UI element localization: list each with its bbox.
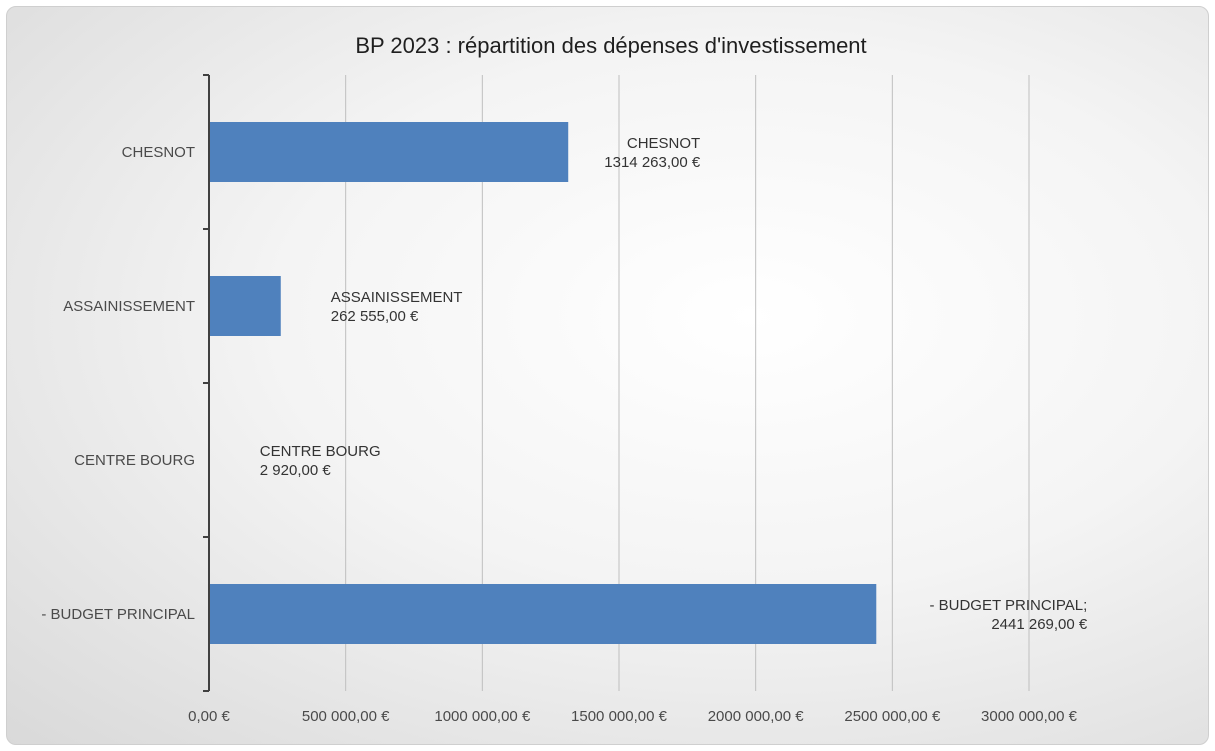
data-label-line: 1314 263,00 € [604,154,701,171]
x-tick-label: 0,00 € [188,708,230,725]
data-label: - BUDGET PRINCIPAL; 2441 269,00 € [929,597,1087,633]
bar-chart: BP 2023 : répartition des dépenses d'inv… [41,33,1088,725]
category-label: - BUDGET PRINCIPAL [41,606,195,623]
data-label-line: 262 555,00 € [331,308,419,325]
data-label: CHESNOT 1314 263,00 € [604,135,701,171]
category-label: ASSAINISSEMENT [63,298,195,315]
data-label-line: CENTRE BOURG [260,443,381,460]
bars [209,122,877,644]
bar [209,584,877,644]
bar [209,122,569,182]
data-label-line: - BUDGET PRINCIPAL; [929,597,1087,614]
data-label: CENTRE BOURG 2 920,00 € [260,443,381,479]
data-label-line: 2 920,00 € [260,462,332,479]
bar [209,276,281,336]
x-tick-label: 1000 000,00 € [434,708,531,725]
x-tick-label: 500 000,00 € [302,708,390,725]
x-tick-label: 2000 000,00 € [708,708,805,725]
data-label-line: CHESNOT [627,135,700,152]
chart-container: BP 2023 : répartition des dépenses d'inv… [6,6,1209,745]
x-tick-label: 3000 000,00 € [981,708,1078,725]
x-tick-labels: 0,00 € 500 000,00 € 1000 000,00 € 1500 000,… [188,708,1077,725]
y-axis [203,74,210,692]
data-label-line: 2441 269,00 € [991,616,1088,633]
data-label-line: ASSAINISSEMENT [331,289,463,306]
data-label: ASSAINISSEMENT 262 555,00 € [331,289,463,325]
category-label: CENTRE BOURG [74,452,195,469]
chart-title: BP 2023 : répartition des dépenses d'inv… [355,33,866,58]
x-tick-label: 1500 000,00 € [571,708,668,725]
data-labels: CHESNOT 1314 263,00 € ASSAINISSEMENT 262 55… [260,135,1088,633]
category-labels: CHESNOT ASSAINISSEMENT CENTRE BOURG - BUDGE… [41,144,195,623]
x-tick-label: 2500 000,00 € [844,708,941,725]
category-label: CHESNOT [122,144,195,161]
